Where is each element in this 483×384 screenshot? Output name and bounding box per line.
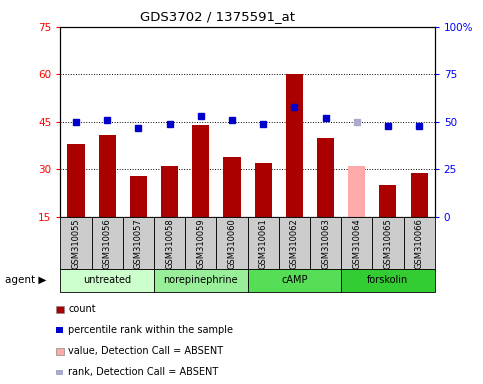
Bar [92,217,123,269]
Bar [348,166,365,217]
Text: GSM310061: GSM310061 [258,218,268,269]
Bar [154,217,185,269]
Bar [68,144,85,217]
Text: agent ▶: agent ▶ [5,275,46,285]
Text: GSM310060: GSM310060 [227,218,237,269]
Bar [411,173,427,217]
Text: GSM310065: GSM310065 [384,218,392,269]
Text: GSM310066: GSM310066 [414,218,424,270]
Bar [216,217,248,269]
Text: value, Detection Call = ABSENT: value, Detection Call = ABSENT [68,346,223,356]
Bar [185,217,216,269]
Text: GSM310064: GSM310064 [352,218,361,269]
Text: norepinephrine: norepinephrine [163,275,238,285]
Bar [279,217,310,269]
Bar [255,163,272,217]
Text: GSM310058: GSM310058 [165,218,174,269]
Text: count: count [68,304,96,314]
Bar [223,157,241,217]
Text: GSM310055: GSM310055 [71,218,81,269]
Text: GSM310059: GSM310059 [196,218,205,269]
Text: cAMP: cAMP [281,275,308,285]
Bar [247,269,341,292]
Text: GSM310063: GSM310063 [321,218,330,270]
Bar [161,166,178,217]
Bar [317,138,334,217]
Text: GSM310062: GSM310062 [290,218,299,269]
Bar [154,269,248,292]
Bar [403,217,435,269]
Bar [60,217,92,269]
Bar [372,217,403,269]
Text: GSM310056: GSM310056 [103,218,112,269]
Text: GSM310057: GSM310057 [134,218,143,269]
Bar [341,217,372,269]
Text: untreated: untreated [83,275,131,285]
Bar [99,135,116,217]
Bar [60,269,154,292]
Bar [310,217,341,269]
Bar [192,125,209,217]
Text: rank, Detection Call = ABSENT: rank, Detection Call = ABSENT [68,367,218,377]
Bar [123,217,154,269]
Text: GDS3702 / 1375591_at: GDS3702 / 1375591_at [140,10,295,23]
Bar [379,185,397,217]
Bar [130,176,147,217]
Bar [286,74,303,217]
Text: percentile rank within the sample: percentile rank within the sample [68,325,233,335]
Bar [247,217,279,269]
Bar [341,269,435,292]
Text: forskolin: forskolin [367,275,409,285]
